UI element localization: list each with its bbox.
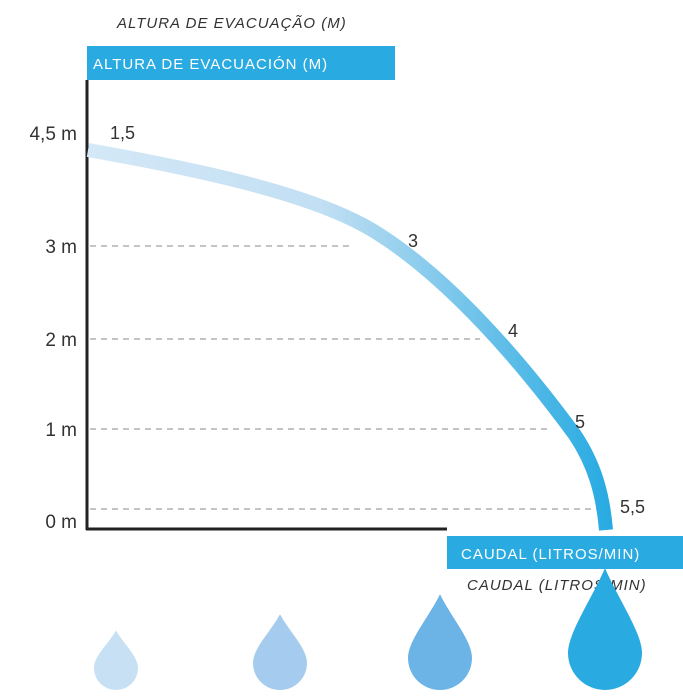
y-tick-label: 2 m	[45, 330, 77, 351]
y-axis-label-pt: ALTURA DE EVACUAÇÃO (M)	[116, 15, 347, 32]
y-tick-label: 0 m	[45, 512, 77, 533]
point-label: 4	[508, 321, 518, 341]
y-tick-label: 1 m	[45, 420, 77, 441]
point-labels: 1,5 3 4 5 5,5	[110, 123, 645, 517]
x-axis-label-es: CAUDAL (LITROS/MIN)	[461, 546, 640, 563]
point-label: 3	[408, 231, 418, 251]
water-drop-icon	[408, 594, 472, 690]
point-label: 1,5	[110, 123, 135, 143]
y-tick-labels: 0 m 1 m 2 m 3 m 4,5 m	[29, 124, 77, 533]
y-axis-label-box	[87, 46, 395, 80]
y-tick-label: 3 m	[45, 237, 77, 258]
x-axis-label-box	[447, 536, 683, 569]
water-drop-icon	[568, 568, 642, 690]
gridlines	[90, 245, 600, 510]
flow-curve	[86, 143, 613, 531]
y-axis-label-es: ALTURA DE EVACUACIÓN (M)	[93, 56, 328, 73]
water-drop-icon	[94, 630, 138, 690]
point-label: 5,5	[620, 497, 645, 517]
x-axis-label-pt: CAUDAL (LITROS/MIN)	[467, 577, 647, 594]
y-tick-label: 4,5 m	[29, 124, 77, 145]
water-drop-icon	[253, 614, 307, 690]
flow-drops-legend	[94, 568, 642, 690]
point-label: 5	[575, 412, 585, 432]
